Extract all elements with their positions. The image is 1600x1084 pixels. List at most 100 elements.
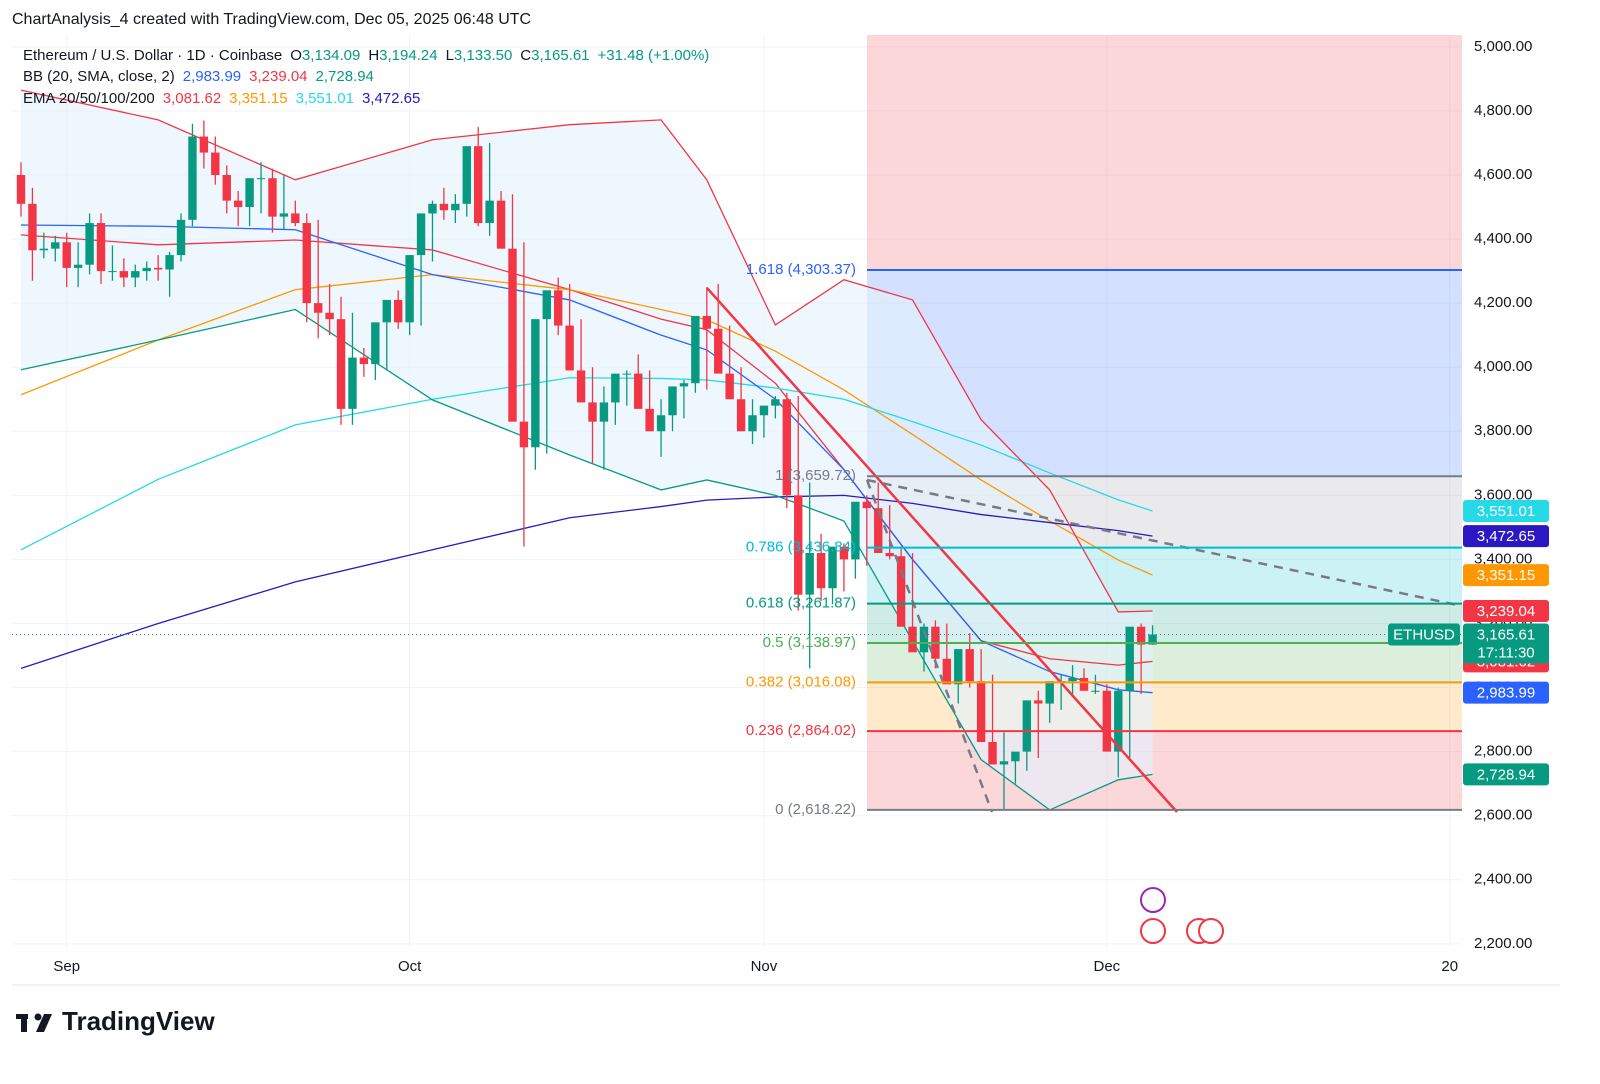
ema-value: 3,551.01 (296, 90, 354, 107)
candle-body (188, 136, 197, 220)
candle-body (976, 681, 986, 743)
candle-body (702, 315, 711, 329)
candle-body (885, 553, 894, 557)
logo-mark (36, 1014, 52, 1032)
candle-body (1068, 677, 1077, 682)
ohlc-value: 3,194.24 (379, 47, 437, 64)
candle-body (862, 501, 872, 509)
candle-body (96, 223, 106, 272)
price-tag (1463, 681, 1549, 704)
candle-body (999, 761, 1009, 765)
event-flag[interactable] (1140, 918, 1166, 944)
candle-body (313, 303, 323, 313)
y-tick-label: 4,800.00 (1474, 102, 1532, 119)
fib-label: 0 (2,618.22) (775, 801, 856, 818)
candle-body (211, 152, 220, 175)
y-tick-label: 3,600.00 (1474, 486, 1532, 503)
candle-body (39, 248, 49, 251)
y-tick-label: 3,400.00 (1474, 550, 1532, 567)
symbol: Ethereum / U.S. Dollar · 1D · Coinbase (23, 47, 282, 64)
candle-body (439, 203, 449, 211)
candle-body (679, 383, 689, 387)
candle-body (1022, 700, 1032, 752)
indicator-line (20, 89, 1153, 613)
x-tick-label: 20 (1441, 958, 1458, 975)
candle-body (942, 658, 952, 685)
candle-body (28, 203, 37, 251)
legend: Ethereum / U.S. Dollar · 1D · Coinbase O3… (23, 47, 709, 107)
fib-label: 0.382 (3,016.08) (746, 673, 856, 690)
candle-body (199, 136, 209, 153)
ohlc-key: O (290, 47, 302, 64)
event-icon[interactable] (1140, 887, 1166, 913)
candle-body (988, 742, 997, 765)
candle-body (828, 546, 837, 589)
fib-label: 0.786 (3,436.84) (746, 539, 856, 556)
x-tick-label: Nov (751, 958, 778, 975)
ohlc-key: C (520, 47, 531, 64)
candle-body (748, 415, 757, 432)
candle-body (645, 408, 654, 432)
candle-body (462, 146, 471, 204)
event-flag[interactable] (1198, 918, 1224, 944)
candle-body (611, 373, 620, 403)
candle-body (1079, 677, 1089, 691)
candle-body (954, 649, 963, 685)
price-tag-label: 2,983.99 (1477, 685, 1535, 702)
trend-line-dashed (866, 478, 1463, 608)
x-tick-label: Sep (53, 958, 80, 975)
y-tick-label: 5,000.00 (1474, 38, 1532, 55)
x-tick-label: Dec (1094, 958, 1121, 975)
ohlc-value: 3,133.50 (454, 47, 512, 64)
candle-body (1034, 700, 1043, 704)
change: +31.48 (+1.00%) (598, 47, 710, 64)
price-tag (1463, 763, 1549, 786)
candle-body (485, 200, 494, 224)
price-tag (1463, 564, 1549, 587)
ema-value: 3,472.65 (362, 90, 420, 107)
candle-body (73, 264, 83, 268)
price-tag-label: 3,472.65 (1477, 528, 1535, 545)
y-tick-label: 4,400.00 (1474, 230, 1532, 247)
symbol-tag (1388, 623, 1460, 646)
candle-body (256, 178, 266, 180)
logo-mark (34, 1013, 42, 1021)
symbol-tag-label: ETHUSD (1393, 626, 1455, 643)
candle-body (176, 219, 186, 256)
ohlc-value: 3,134.09 (302, 47, 360, 64)
candle-body (51, 242, 60, 249)
y-tick-label: 2,200.00 (1474, 935, 1532, 952)
indicator-line (20, 494, 1153, 669)
candle-body (588, 402, 597, 422)
legend-ema: EMA 20/50/100/200 3,081.62 3,351.15 3,551.0… (23, 90, 420, 107)
candle-body (1091, 690, 1100, 692)
fib-label: 0.618 (3,261.87) (746, 595, 856, 612)
candle-body (165, 255, 174, 270)
candle-body (1148, 634, 1157, 645)
y-tick-label: 4,000.00 (1474, 358, 1532, 375)
candle-body (119, 271, 129, 278)
candle-body (531, 319, 540, 448)
bb-value: 2,983.99 (183, 68, 241, 85)
legend-bb: BB (20, SMA, close, 2) 2,983.99 3,239.04 2,… (23, 68, 374, 85)
candle-body (302, 223, 311, 304)
candle-body (542, 290, 551, 320)
bb-label: BB (20, SMA, close, 2) (23, 68, 175, 85)
candle-body (896, 556, 906, 627)
candle-body (474, 146, 483, 224)
candle-body (1125, 626, 1134, 691)
ema-label: EMA 20/50/100/200 (23, 90, 155, 107)
candle-body (336, 319, 346, 409)
candle-body (691, 315, 700, 384)
bb-value: 2,728.94 (316, 68, 374, 85)
candle-body (794, 495, 803, 595)
candle-body (393, 299, 403, 323)
candle-body (805, 553, 814, 595)
trend-line-dashed (865, 479, 994, 813)
fib-zone (867, 35, 1462, 271)
candle-body (656, 415, 666, 432)
candle-body (325, 312, 334, 320)
price-tag-label: 2,728.94 (1477, 766, 1535, 783)
candle-body (142, 267, 151, 272)
candle-body (1011, 751, 1020, 762)
